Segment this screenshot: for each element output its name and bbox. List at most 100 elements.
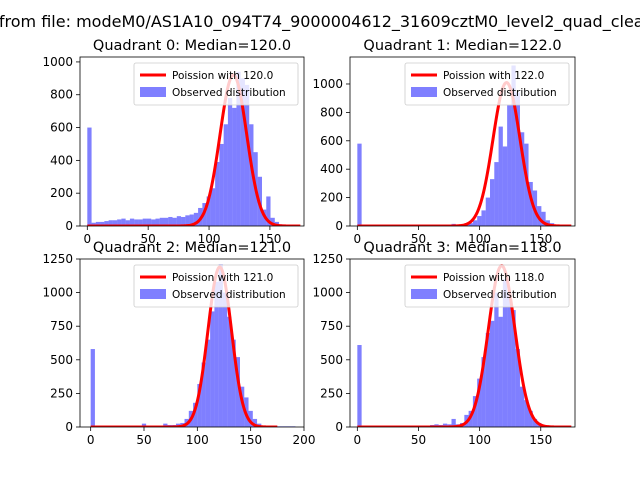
histogram-bar xyxy=(481,357,486,427)
histogram-bar xyxy=(223,124,228,226)
x-tick-label: 150 xyxy=(529,433,552,447)
legend-line-label: Poission with 122.0 xyxy=(443,70,544,82)
histogram-bar xyxy=(502,279,508,427)
x-tick-label: 0 xyxy=(83,232,91,246)
legend-hist-label: Observed distribution xyxy=(443,289,557,301)
y-tick-label: 400 xyxy=(320,162,343,176)
histogram-bar xyxy=(451,418,456,427)
y-tick-label: 0 xyxy=(335,219,343,233)
poisson-curve xyxy=(87,73,301,226)
histogram-bar xyxy=(117,219,122,226)
quadrant-3-panel: 0 50 100 150 0 250 500 750 1000 1250 Quadrant 3: M… xyxy=(312,240,576,447)
histogram-bar xyxy=(528,181,533,226)
legend-line-label: Poission with 118.0 xyxy=(443,272,544,284)
y-tick-label: 750 xyxy=(320,319,343,333)
histogram-bar xyxy=(95,221,101,226)
y-tick-label: 0 xyxy=(65,219,73,233)
x-tick-label: 200 xyxy=(293,433,316,447)
quadrant-1-panel: 0 50 100 150 0 200 400 600 800 1000 Quadrant 1: Me… xyxy=(312,38,576,246)
y-tick-label: 1000 xyxy=(42,286,73,300)
y-tick-label: 1000 xyxy=(312,77,343,91)
histogram-bar xyxy=(519,132,525,226)
histogram-bar xyxy=(104,221,109,226)
histogram-bar xyxy=(219,143,224,226)
histogram-bar xyxy=(100,221,105,226)
histogram-bar xyxy=(222,292,228,427)
histogram-bar xyxy=(252,418,258,427)
histogram-bar xyxy=(146,218,152,226)
y-tick-label: 750 xyxy=(50,319,73,333)
x-tick-label: 100 xyxy=(186,433,209,447)
histogram-bar xyxy=(176,216,182,226)
histogram-bar xyxy=(193,402,198,427)
legend: Poission with 121.0 Observed distribution xyxy=(133,264,299,308)
histogram-bar xyxy=(541,211,546,226)
histogram-bar xyxy=(163,423,168,427)
histogram-bar xyxy=(528,410,533,427)
y-tick-label: 0 xyxy=(65,420,73,434)
histogram-bar xyxy=(138,219,143,226)
y-tick-label: 800 xyxy=(50,88,73,102)
histogram-bar xyxy=(231,339,236,427)
y-tick-label: 1250 xyxy=(312,252,343,266)
y-tick-label: 1250 xyxy=(42,252,73,266)
legend-box xyxy=(404,264,570,308)
figure-suptitle: Data from file: modeM0/AS1A10_094T74_900… xyxy=(0,12,640,32)
histogram-bar xyxy=(494,292,499,427)
histogram-bar xyxy=(185,215,190,226)
histogram-bar xyxy=(121,218,126,226)
histogram-bar xyxy=(134,219,139,226)
quadrant-2-panel: 0 50 100 150 200 0 250 500 750 1000 1250 Quadrant 2… xyxy=(42,240,315,447)
histogram-bar xyxy=(235,357,240,427)
quadrant-1-title: Quadrant 1: Median=122.0 xyxy=(363,38,561,54)
y-tick-label: 250 xyxy=(320,386,343,400)
poisson-curve xyxy=(90,265,278,427)
legend-hist-swatch xyxy=(411,87,437,97)
histogram-bar xyxy=(472,220,478,226)
histogram-bar xyxy=(490,179,495,226)
histogram-bar xyxy=(164,217,169,226)
y-tick-label: 500 xyxy=(50,353,73,367)
legend: Poission with 118.0 Observed distribution xyxy=(404,264,570,308)
y-tick-label: 200 xyxy=(50,186,73,200)
x-tick-label: 50 xyxy=(411,433,426,447)
histogram-bar xyxy=(481,210,486,226)
histogram-bar xyxy=(159,217,164,226)
histogram-bar xyxy=(151,219,156,226)
histogram-bar xyxy=(142,218,147,226)
x-tick-label: 100 xyxy=(468,232,491,246)
histogram-bar xyxy=(498,316,503,427)
histogram-bar xyxy=(214,281,219,427)
y-tick-label: 600 xyxy=(320,134,343,148)
legend-hist-swatch xyxy=(140,289,166,299)
histogram-bar xyxy=(357,345,362,427)
histogram-bar xyxy=(498,126,503,226)
poisson-curve xyxy=(357,264,572,427)
histogram-bar xyxy=(490,320,495,427)
histogram-bar xyxy=(240,78,245,226)
histogram-bar xyxy=(215,162,220,226)
legend: Poission with 120.0 Observed distribution xyxy=(133,62,299,106)
histogram-bar xyxy=(90,349,95,427)
histogram-bar xyxy=(511,65,516,226)
legend-hist-swatch xyxy=(140,87,166,97)
histogram-bar xyxy=(129,218,135,226)
legend: Poission with 122.0 Observed distribution xyxy=(404,62,570,106)
histogram-bar xyxy=(181,216,186,226)
x-tick-label: 50 xyxy=(136,433,151,447)
histogram-bar xyxy=(266,196,271,226)
histogram-bar xyxy=(227,98,233,226)
histogram-bar xyxy=(205,339,211,427)
histogram-bar xyxy=(201,362,206,427)
y-tick-label: 800 xyxy=(320,105,343,119)
histogram-bar xyxy=(108,220,113,226)
histogram-bar xyxy=(248,410,253,427)
y-tick-label: 500 xyxy=(320,353,343,367)
histogram-bar xyxy=(485,197,491,226)
x-tick-label: 50 xyxy=(411,232,426,246)
histogram-bar xyxy=(270,217,275,226)
histogram-bar xyxy=(507,105,512,226)
histogram-bar xyxy=(193,212,199,226)
histogram-bar xyxy=(189,214,194,226)
